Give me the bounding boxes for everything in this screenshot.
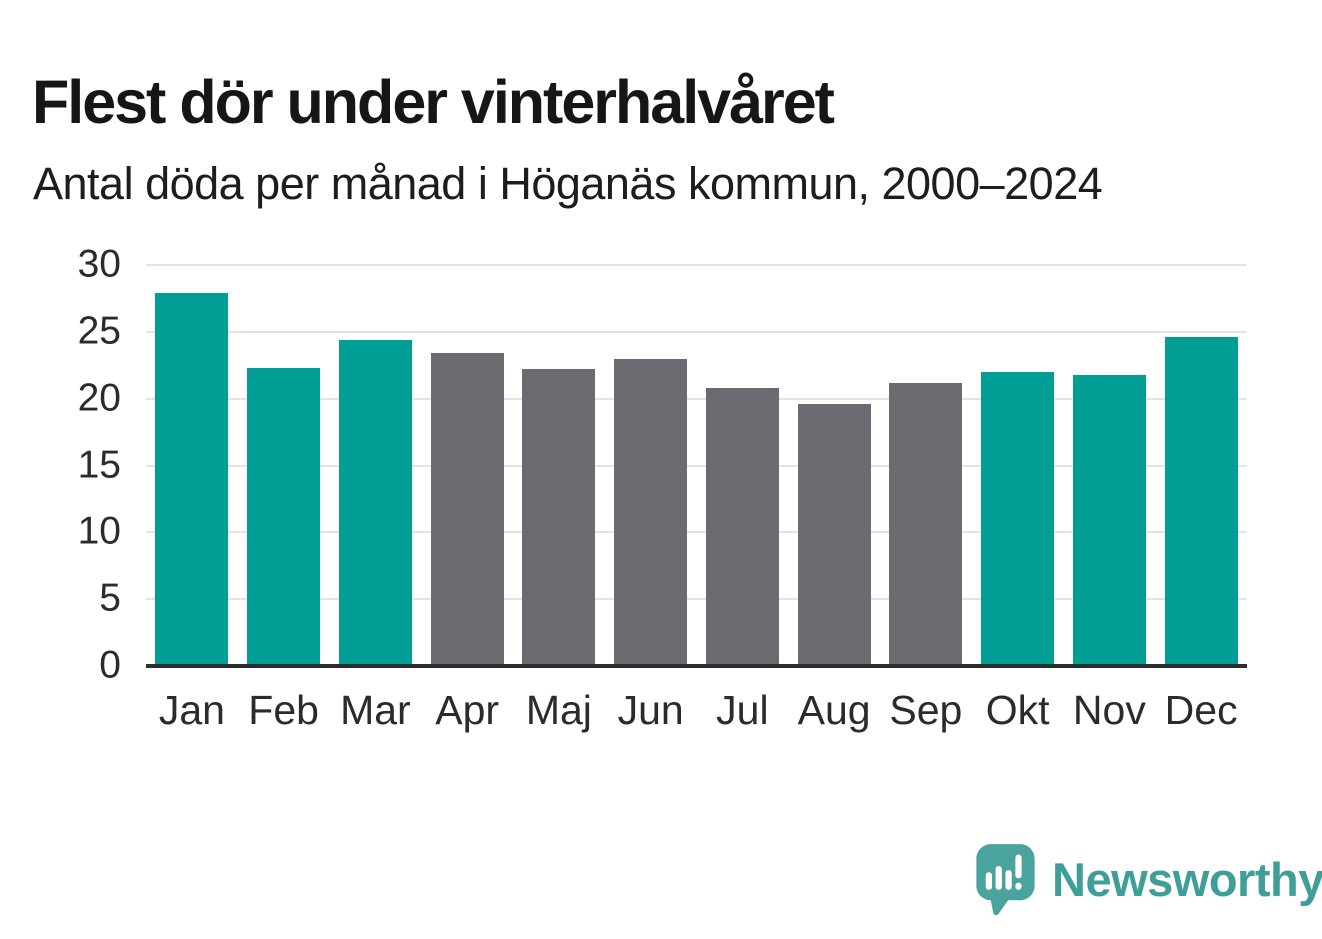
bar-jan	[155, 293, 229, 666]
x-tick-label-mar: Mar	[340, 687, 411, 733]
x-tick-label-okt: Okt	[985, 687, 1050, 733]
x-tick-label-apr: Apr	[435, 687, 500, 733]
brand-name: Newsworthy	[1052, 853, 1322, 906]
bar-aug	[797, 404, 871, 666]
x-tick-label-maj: Maj	[525, 687, 592, 733]
bar-jun	[614, 358, 688, 666]
x-tick-label-dec: Dec	[1164, 687, 1238, 733]
x-axis-labels: Jan Feb Mar Apr Maj Jun Jul Aug Sep Okt Nov Dec	[146, 687, 1247, 740]
x-tick-label-feb: Feb	[248, 687, 319, 733]
x-tick-label-nov: Nov	[1072, 687, 1146, 733]
x-tick-label-sep: Sep	[889, 687, 963, 733]
y-tick-label-10: 10	[77, 510, 121, 554]
bar-apr	[430, 353, 504, 666]
gridline-25	[146, 330, 1247, 333]
bar-okt	[981, 371, 1055, 666]
gridline-15	[146, 464, 1247, 467]
gridline-5	[146, 598, 1247, 601]
y-tick-label-25: 25	[77, 309, 121, 353]
x-tick-label-jul: Jul	[716, 687, 769, 733]
y-tick-label-5: 5	[99, 576, 121, 620]
newsworthy-logo-icon	[976, 844, 1035, 916]
gridline-30	[146, 264, 1247, 266]
brand-footer: Newsworthy	[972, 841, 1322, 918]
y-tick-label-30: 30	[77, 242, 121, 286]
bar-maj	[522, 369, 596, 666]
chart-title: Flest dör under vinterhalvåret	[32, 67, 835, 136]
x-tick-label-jan: Jan	[158, 687, 225, 733]
x-tick-label-aug: Aug	[797, 687, 871, 733]
bar-jul	[705, 387, 779, 666]
gridline-20	[146, 397, 1247, 400]
y-tick-label-15: 15	[77, 443, 121, 487]
plot-area	[146, 264, 1247, 668]
bar-mar	[338, 339, 412, 666]
y-tick-label-20: 20	[77, 376, 121, 420]
bar-dec	[1164, 337, 1238, 666]
bar-sep	[889, 382, 963, 666]
x-tick-label-jun: Jun	[617, 687, 684, 733]
x-axis-line	[146, 664, 1247, 668]
gridline-10	[146, 531, 1247, 534]
y-axis: 0 5 10 15 20 25 30	[0, 245, 121, 685]
bar-nov	[1072, 374, 1146, 666]
chart-subtitle: Antal döda per månad i Höganäs kommun, 2…	[33, 158, 1103, 209]
y-tick-label-0: 0	[99, 643, 121, 687]
bar-feb	[247, 367, 321, 666]
